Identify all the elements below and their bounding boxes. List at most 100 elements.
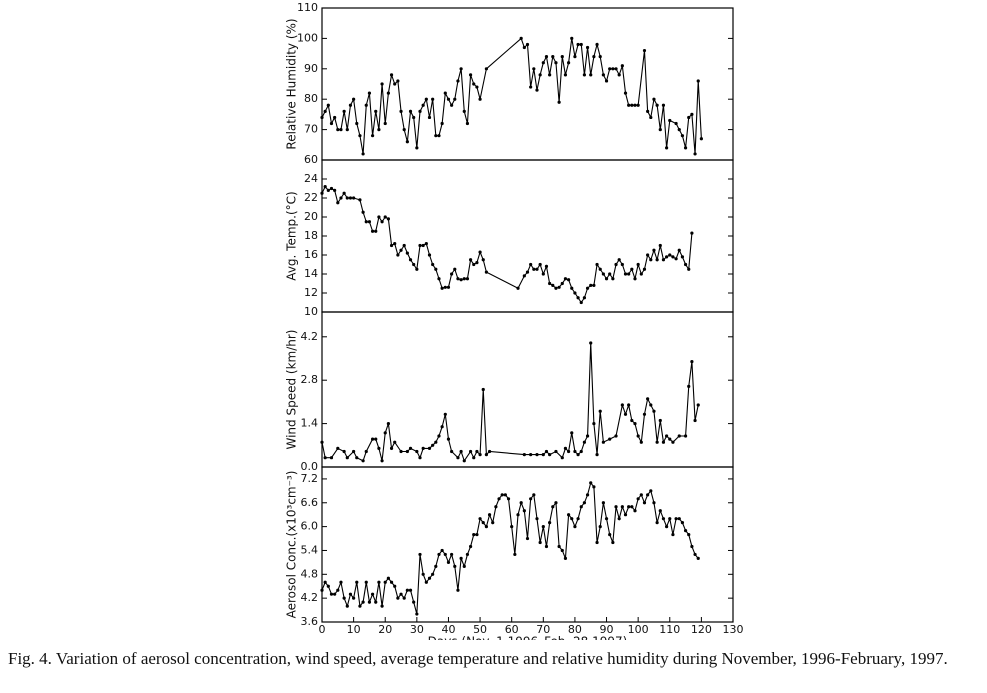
data-point xyxy=(386,576,390,580)
data-point xyxy=(396,253,400,257)
data-point xyxy=(415,449,419,454)
data-point xyxy=(383,215,387,219)
data-point xyxy=(440,286,444,290)
data-point xyxy=(519,501,523,505)
data-point xyxy=(665,525,669,529)
data-point xyxy=(418,243,422,248)
data-point xyxy=(601,501,605,505)
data-point xyxy=(611,540,615,545)
data-point xyxy=(516,513,520,517)
data-point xyxy=(418,552,422,557)
data-point xyxy=(582,440,587,444)
data-point xyxy=(450,272,454,276)
data-point xyxy=(503,493,507,497)
data-point xyxy=(424,580,428,584)
data-point xyxy=(345,196,349,200)
data-point xyxy=(633,103,637,107)
data-point xyxy=(529,453,533,457)
data-point xyxy=(592,422,596,426)
data-point xyxy=(649,489,653,493)
data-point xyxy=(364,220,368,224)
data-point xyxy=(522,509,526,513)
data-point xyxy=(620,64,624,68)
data-point xyxy=(557,285,561,289)
data-point xyxy=(557,100,561,104)
data-point xyxy=(636,262,640,267)
data-point xyxy=(396,79,400,83)
x-tick-label: 0 xyxy=(319,623,326,636)
data-point xyxy=(655,440,659,444)
data-point xyxy=(690,360,694,364)
data-point xyxy=(516,286,520,290)
data-point xyxy=(402,243,406,248)
data-point xyxy=(579,300,583,305)
data-point xyxy=(437,552,441,557)
data-point xyxy=(342,596,346,600)
data-point xyxy=(412,115,416,120)
data-point xyxy=(383,431,387,435)
data-point xyxy=(472,82,476,86)
data-point xyxy=(592,283,596,287)
x-axis-label: Days (Nov. 1,1996–Feb. 28,1997) xyxy=(428,635,628,641)
data-point xyxy=(601,73,605,77)
data-point xyxy=(604,79,609,83)
data-point xyxy=(437,277,441,281)
data-point xyxy=(431,572,435,576)
data-point xyxy=(696,79,700,83)
x-tick-label: 100 xyxy=(628,623,649,636)
data-point xyxy=(456,588,460,592)
data-point xyxy=(646,397,650,401)
data-point xyxy=(671,255,675,259)
data-point xyxy=(374,437,378,441)
data-point xyxy=(323,456,327,460)
data-point xyxy=(431,443,435,447)
data-point xyxy=(655,103,659,107)
data-point xyxy=(680,255,685,259)
data-point xyxy=(465,277,470,281)
data-point xyxy=(598,267,602,271)
data-point xyxy=(468,544,473,549)
data-point xyxy=(551,283,555,287)
data-point xyxy=(636,103,640,107)
data-point xyxy=(405,140,409,144)
data-point xyxy=(446,97,451,101)
data-point xyxy=(687,532,691,537)
data-point xyxy=(399,449,403,454)
data-point xyxy=(339,128,343,132)
data-point xyxy=(573,291,577,295)
data-point xyxy=(475,85,479,89)
data-point xyxy=(582,73,587,77)
data-point xyxy=(633,422,637,426)
data-point xyxy=(434,564,438,568)
data-point xyxy=(576,517,580,521)
data-point xyxy=(661,517,666,521)
data-point xyxy=(601,440,605,444)
data-point xyxy=(589,341,593,345)
data-point xyxy=(665,146,669,150)
x-tick-label: 50 xyxy=(473,623,487,636)
data-point xyxy=(345,128,349,132)
data-point xyxy=(677,128,681,132)
data-point xyxy=(595,262,599,267)
y-tick-label: 7.2 xyxy=(301,472,319,485)
data-point xyxy=(399,592,403,596)
data-point xyxy=(377,215,381,219)
data-point xyxy=(627,103,631,107)
data-point xyxy=(370,134,375,138)
data-point xyxy=(623,272,628,276)
data-point xyxy=(462,459,466,463)
y-tick-label: 4.8 xyxy=(301,567,319,580)
y-tick-label: 4.2 xyxy=(301,591,319,604)
data-point xyxy=(481,387,485,392)
data-point xyxy=(424,242,428,246)
y-tick-label: 0.0 xyxy=(301,460,319,473)
data-point xyxy=(532,67,536,71)
x-tick-label: 40 xyxy=(441,623,455,636)
data-point xyxy=(668,118,672,123)
data-point xyxy=(380,604,384,608)
data-point xyxy=(646,493,650,497)
data-point xyxy=(617,73,621,77)
data-point xyxy=(456,79,460,83)
data-point xyxy=(563,446,568,450)
data-point xyxy=(652,501,656,505)
